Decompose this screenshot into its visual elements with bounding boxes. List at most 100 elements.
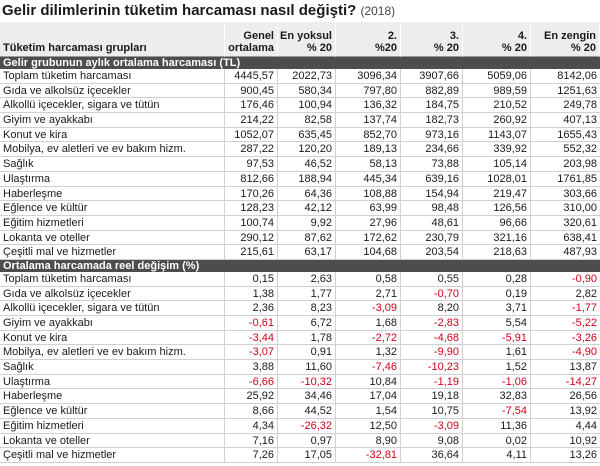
table-cell: 812,66 xyxy=(225,171,278,187)
table-row: Ulaştırma -6,66 -10,32 10,84 -1,19 -1,06 -14,2… xyxy=(0,374,600,390)
table-cell: 11,36 xyxy=(463,418,531,434)
table-cell: 339,92 xyxy=(463,142,531,158)
table-cell: 882,89 xyxy=(401,83,463,99)
table-cell: -9,90 xyxy=(401,345,463,361)
row-label: Konut ve kira xyxy=(0,127,225,143)
table-row: Mobilya, ev aletleri ve ev bakım hizm. -3… xyxy=(0,345,600,361)
table-row: Konut ve kira -3,44 1,78 -2,72 -4,68 -5,91 -3,… xyxy=(0,330,600,346)
table-cell: 290,12 xyxy=(225,230,278,246)
table-cell: 126,56 xyxy=(463,201,531,216)
table-cell: -10,23 xyxy=(401,360,463,375)
table-cell: 852,70 xyxy=(336,127,401,143)
table-cell: 638,41 xyxy=(531,231,600,246)
table-cell: 5059,06 xyxy=(463,69,531,84)
table-cell: 2,71 xyxy=(336,286,401,302)
table-cell: 214,22 xyxy=(225,113,278,128)
table-cell: 63,99 xyxy=(336,201,401,216)
table-row: Haberleşme 170,26 64,36 108,88 154,94 219,47 3… xyxy=(0,186,600,202)
table-cell: 97,53 xyxy=(225,157,278,172)
row-label: Haberleşme xyxy=(0,389,225,405)
row-label: Alkollü içecekler, sigara ve tütün xyxy=(0,98,225,114)
table-cell: 7,26 xyxy=(225,448,278,463)
table-cell: -10,32 xyxy=(278,374,336,390)
table-cell: 303,66 xyxy=(531,187,600,202)
row-label: Toplam tüketim harcaması xyxy=(0,69,225,84)
row-label: Eğlence ve kültür xyxy=(0,404,225,419)
row-label: Mobilya, ev aletleri ve ev bakım hizm. xyxy=(0,142,225,158)
table-cell: 203,98 xyxy=(531,157,600,172)
table-cell: 310,00 xyxy=(531,201,600,216)
table-cell: 797,80 xyxy=(336,83,401,99)
table-cell: 1,78 xyxy=(278,330,336,346)
table-row: Gıda ve alkolsüz içecekler 1,38 1,77 2,71 -0… xyxy=(0,286,600,302)
header-text: En yoksul xyxy=(280,30,332,42)
row-label: Sağlık xyxy=(0,360,225,375)
table-cell: 3907,66 xyxy=(401,69,463,84)
table-cell: 73,88 xyxy=(401,157,463,172)
table-cell: 9,08 xyxy=(401,433,463,449)
table-cell: 1,68 xyxy=(336,316,401,331)
header-text: 4. xyxy=(517,30,527,42)
row-label: Lokanta ve oteller xyxy=(0,433,225,449)
row-label: Çeşitli mal ve hizmetler xyxy=(0,245,225,260)
table-row: Alkollü içecekler, sigara ve tütün 2,36 8,… xyxy=(0,301,600,316)
table-cell: 27,96 xyxy=(336,215,401,231)
row-label: Eğlence ve kültür xyxy=(0,201,225,216)
table-cell: 1655,43 xyxy=(531,128,600,143)
table-cell: 26,56 xyxy=(531,389,600,405)
table-cell: 8,20 xyxy=(401,301,463,316)
title: Gelir dilimlerinin tüketim harcaması nas… xyxy=(2,2,357,19)
table-cell: 407,13 xyxy=(531,113,600,128)
table-cell: 8,90 xyxy=(336,433,401,449)
table-cell: 320,61 xyxy=(531,216,600,231)
table-cell: 580,34 xyxy=(278,83,336,99)
table-cell: 44,52 xyxy=(278,404,336,419)
table-cell: 0,55 xyxy=(401,271,463,287)
table-cell: 63,17 xyxy=(278,245,336,260)
table-cell: -26,32 xyxy=(278,418,336,434)
table-cell: 1,38 xyxy=(225,286,278,302)
table-cell: 321,16 xyxy=(463,230,531,246)
table-cell: 170,26 xyxy=(225,186,278,202)
header-text: % 20 xyxy=(306,42,332,54)
table-cell: 82,58 xyxy=(278,113,336,128)
title-bar: Gelir dilimlerinin tüketim harcaması nas… xyxy=(0,0,600,22)
table-cell: -0,70 xyxy=(401,286,463,302)
row-label: Haberleşme xyxy=(0,186,225,202)
table-cell: -0,90 xyxy=(531,272,600,287)
header-text: Genel xyxy=(243,30,274,42)
table-cell: -2,83 xyxy=(401,316,463,331)
table-cell: 215,61 xyxy=(225,245,278,260)
table-cell: 0,58 xyxy=(336,271,401,287)
table-row: Giyim ve ayakkabı 214,22 82,58 137,74 182,73… xyxy=(0,113,600,128)
row-label: Lokanta ve oteller xyxy=(0,230,225,246)
table-cell: 13,26 xyxy=(531,448,600,463)
table-cell: 639,16 xyxy=(401,171,463,187)
table-cell: 1,54 xyxy=(336,404,401,419)
table-cell: -3,07 xyxy=(225,345,278,361)
table-cell: 900,45 xyxy=(225,83,278,99)
table-cell: 17,05 xyxy=(278,448,336,463)
header-cell: En zengin% 20 xyxy=(531,22,600,57)
table-cell: -1,19 xyxy=(401,374,463,390)
table-cell: 230,79 xyxy=(401,230,463,246)
table-cell: 3,71 xyxy=(463,301,531,316)
table-cell: -1,06 xyxy=(463,374,531,390)
table-cell: 552,32 xyxy=(531,142,600,158)
table-cell: -5,91 xyxy=(463,330,531,346)
header-text: 3. xyxy=(449,30,459,42)
table-cell: 234,66 xyxy=(401,142,463,158)
table-row: Giyim ve ayakkabı -0,61 6,72 1,68 -2,83 5,54-… xyxy=(0,316,600,331)
table-cell: 108,88 xyxy=(336,186,401,202)
year: (2018) xyxy=(360,4,396,18)
table-cell: 96,66 xyxy=(463,215,531,231)
table-cell: 98,48 xyxy=(401,201,463,216)
table-cell: 1761,85 xyxy=(531,172,600,187)
table-cell: 64,36 xyxy=(278,186,336,202)
table-cell: 219,47 xyxy=(463,186,531,202)
table-cell: 635,45 xyxy=(278,127,336,143)
table-cell: 203,54 xyxy=(401,245,463,260)
table-row: Gıda ve alkolsüz içecekler 900,45 580,34 79… xyxy=(0,83,600,99)
table-cell: 154,94 xyxy=(401,186,463,202)
table-cell: 128,23 xyxy=(225,201,278,216)
